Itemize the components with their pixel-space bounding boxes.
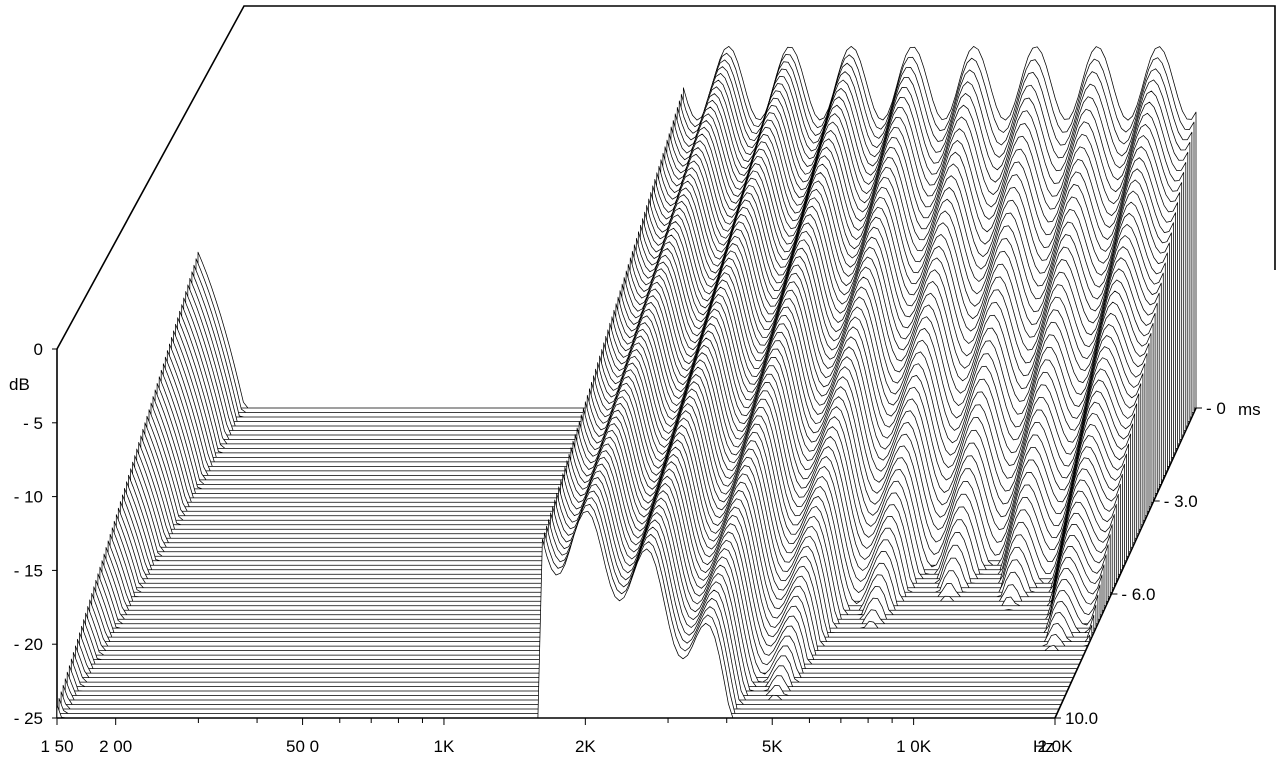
frequency-tick-label: 2K xyxy=(575,737,596,756)
db-tick-label: - 20 xyxy=(14,635,43,654)
frequency-axis-ticks: 1 50 2 00 50 0 1K 2K 5K 1 0K 2 0K xyxy=(40,718,1073,756)
db-tick-label: - 25 xyxy=(14,709,43,728)
frequency-tick-label: 1 50 xyxy=(40,737,73,756)
frequency-tick-label: 2 0K xyxy=(1038,737,1074,756)
frequency-tick-label: 5K xyxy=(762,737,783,756)
time-axis-line xyxy=(1054,407,1197,719)
chart-frame xyxy=(56,5,1276,719)
time-tick-label: - 3.0 xyxy=(1164,492,1198,511)
db-tick-label: - 10 xyxy=(14,488,43,507)
time-tick-label: - 6.0 xyxy=(1121,585,1155,604)
back-wall-outline xyxy=(56,5,1276,350)
frequency-tick-label: 1K xyxy=(434,737,455,756)
time-axis-ticks: - 0 - 3.0 - 6.0 10.0 xyxy=(1055,399,1226,728)
db-axis-title: dB xyxy=(9,375,30,394)
frequency-unit-label: Hz xyxy=(1033,737,1054,756)
time-tick-label: - 0 xyxy=(1206,399,1226,418)
db-tick-label: 0 xyxy=(34,340,43,359)
db-tick-label: - 5 xyxy=(23,414,43,433)
waterfall-slices xyxy=(56,46,1197,719)
axes: 1 50 2 00 50 0 1K 2K 5K 1 0K 2 0K 0 - 5 - 10 - 15 -… xyxy=(9,340,1261,756)
db-tick-label: - 15 xyxy=(14,561,43,580)
time-tick-label: 10.0 xyxy=(1065,709,1098,728)
frequency-tick-label: 2 00 xyxy=(99,737,132,756)
db-axis-ticks: 0 - 5 - 10 - 15 - 20 - 25 xyxy=(14,340,57,728)
frequency-tick-label: 50 0 xyxy=(286,737,319,756)
frequency-tick-label: 1 0K xyxy=(896,737,932,756)
time-unit-label: ms xyxy=(1238,400,1261,419)
